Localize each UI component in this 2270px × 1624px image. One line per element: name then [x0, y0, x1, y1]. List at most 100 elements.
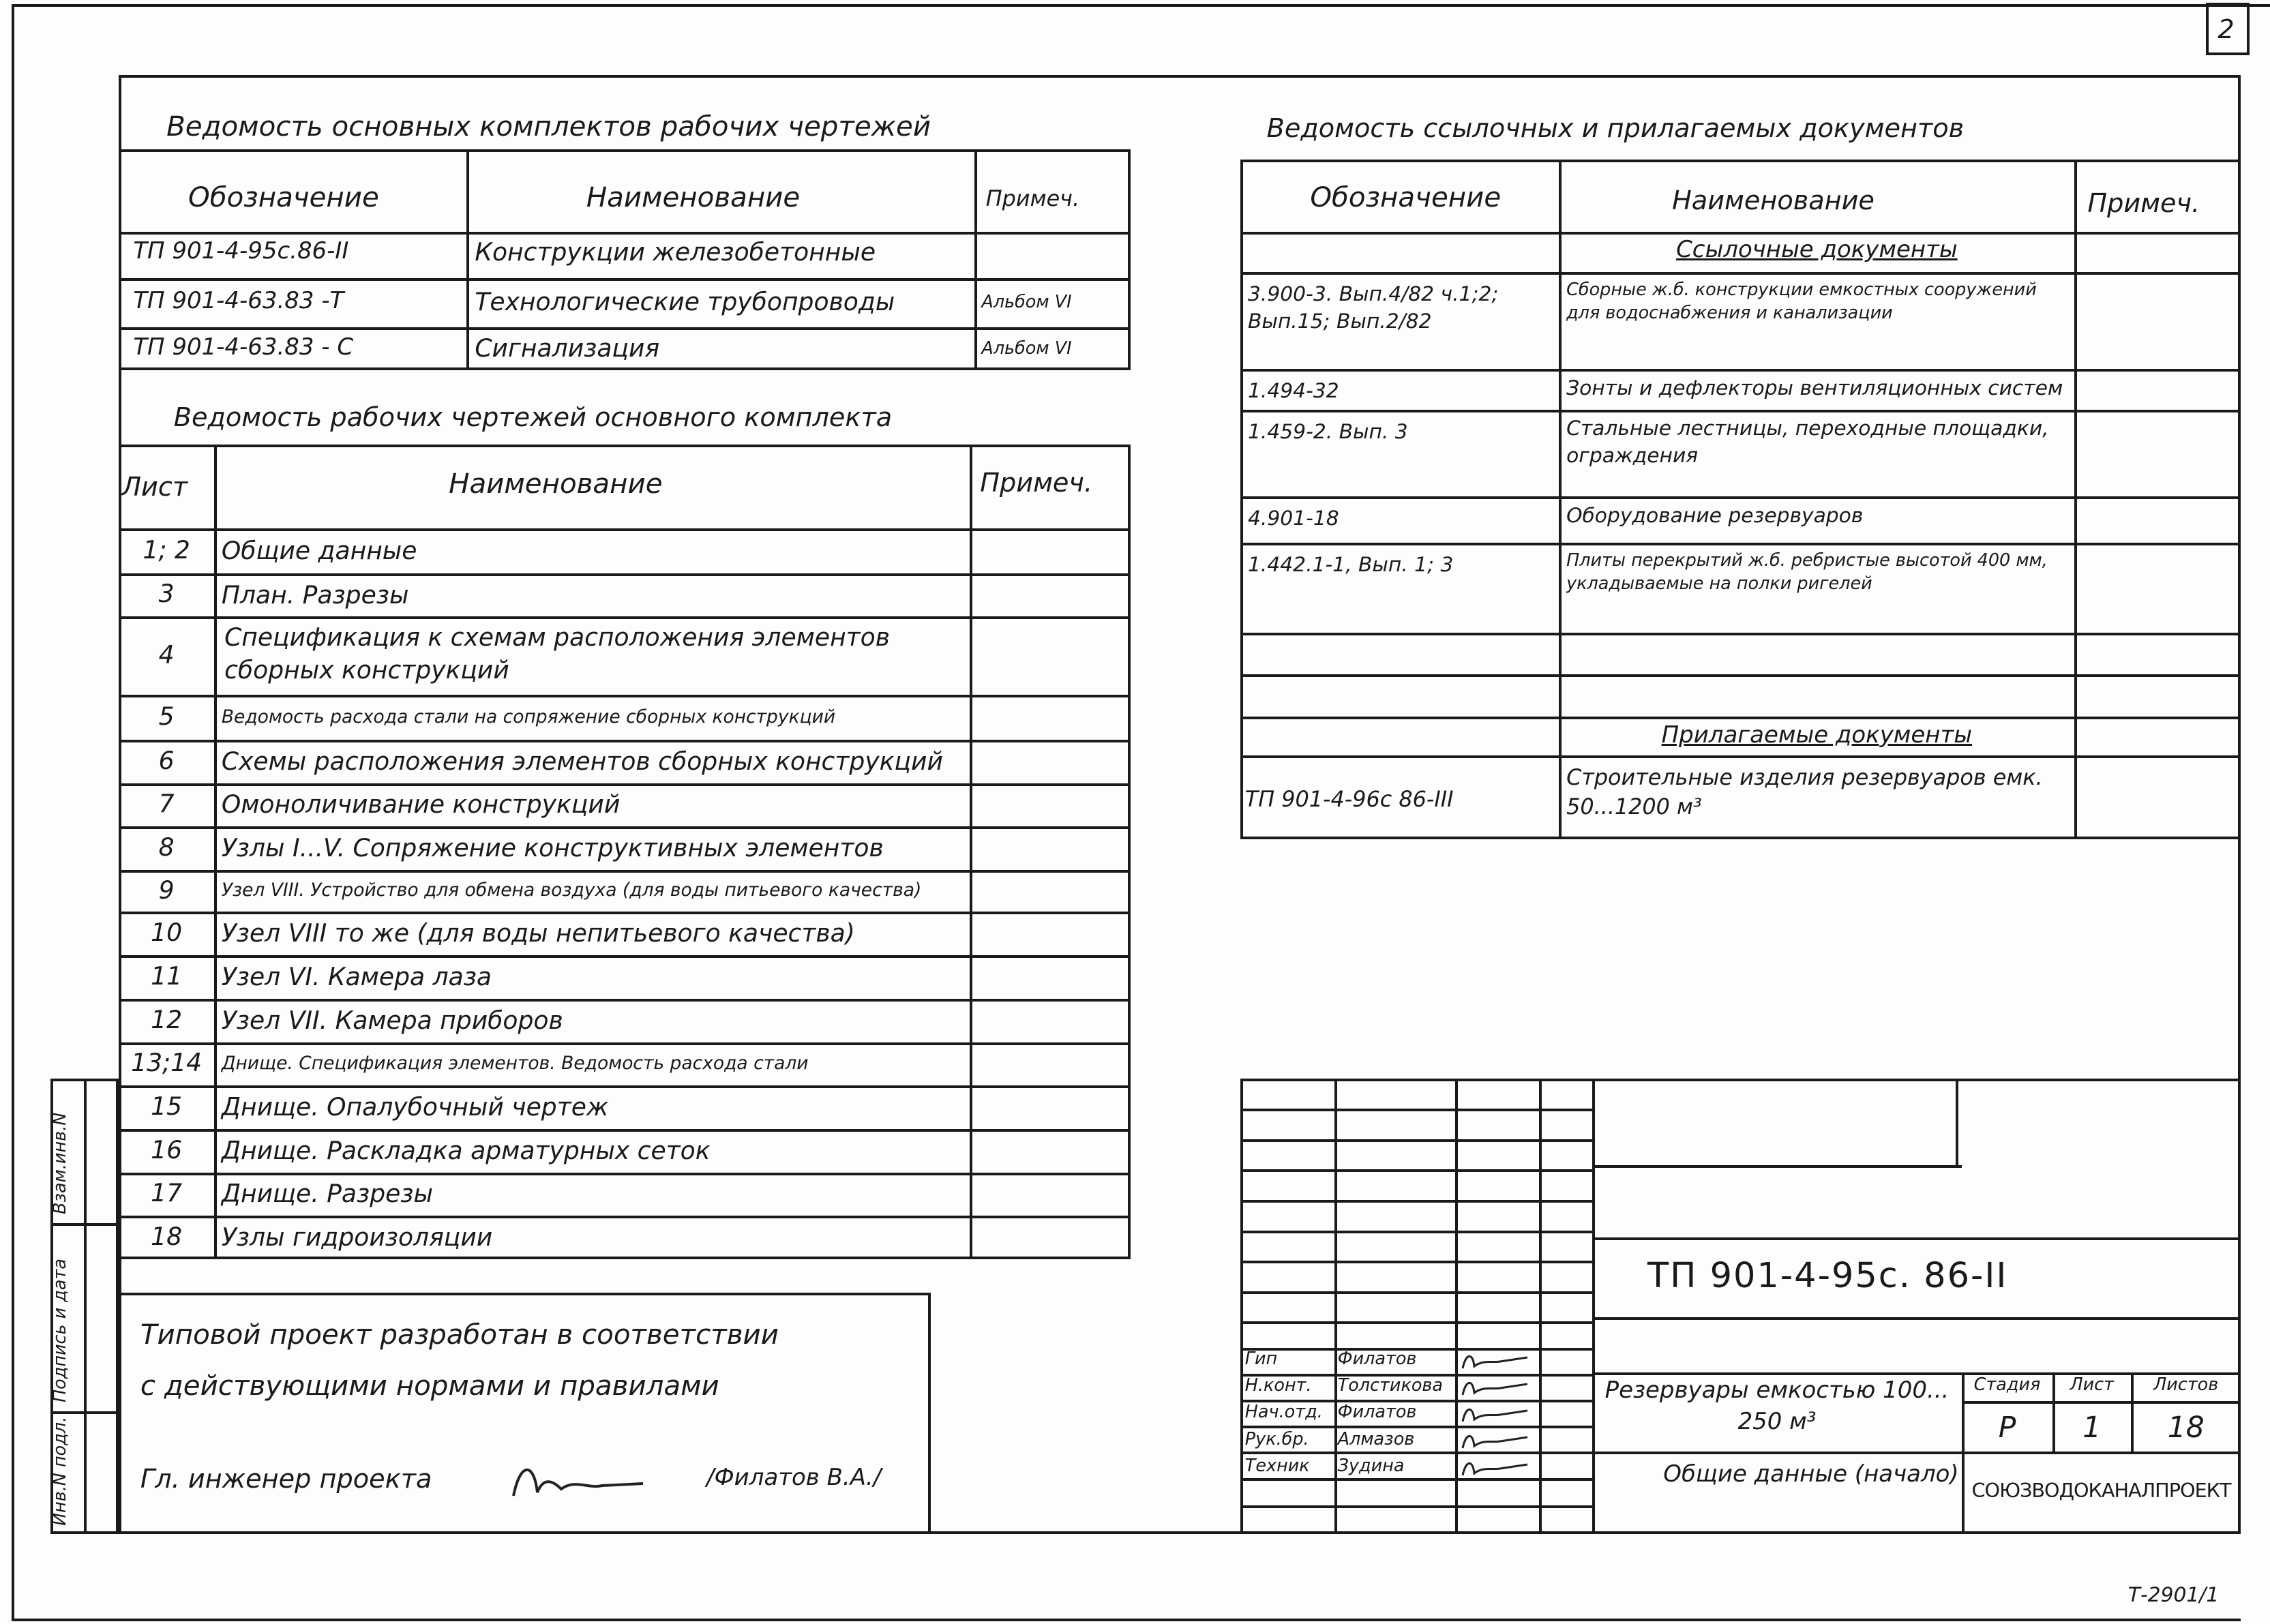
- rule-line: [119, 327, 1131, 330]
- sheet-value: 1: [2082, 1411, 2102, 1445]
- drawing-name: Общие данные: [221, 536, 417, 565]
- drawing-name: Узел VI. Камера лаза: [221, 962, 492, 991]
- rule-line: [970, 444, 973, 1259]
- signer-role: Нач.отд.: [1244, 1402, 1323, 1423]
- drawing-sheet-no: 3: [158, 580, 175, 609]
- rule-line: [1240, 543, 2241, 546]
- rule-line: [119, 998, 1131, 1002]
- section-referenced-docs: Ссылочные документы: [1676, 236, 1958, 264]
- reference-code: 1.442.1-1, Вып. 1; 3: [1248, 552, 1454, 577]
- rule-line: [119, 1216, 1131, 1219]
- rule-line: [1592, 1317, 2241, 1320]
- references-header-name: Наименование: [1672, 185, 1875, 216]
- rule-line: [1961, 1401, 2241, 1404]
- rule-line: [119, 277, 1131, 281]
- rule-line: [1592, 1165, 1962, 1168]
- organization: СОЮЗВОДОКАНАЛПРОЕКТ: [1971, 1478, 2232, 1502]
- drawing-sheet-no: 6: [158, 746, 175, 775]
- rule-line: [1240, 1321, 1593, 1325]
- main-set-code: ТП 901-4-63.83 -Т: [133, 286, 344, 314]
- rule-line: [119, 955, 1131, 959]
- drawing-sheet-no: 10: [151, 918, 183, 948]
- rule-line: [50, 1222, 119, 1226]
- references-title: Ведомость ссылочных и прилагаемых докуме…: [1266, 113, 1965, 144]
- signer-name: Алмазов: [1337, 1428, 1415, 1449]
- document-code: ТП 901-4-95с. 86-II: [1647, 1256, 2008, 1296]
- signer-name: Филатов: [1337, 1348, 1417, 1369]
- title-block: [1240, 1078, 2241, 1535]
- drawing-sheet-no: 15: [151, 1092, 183, 1121]
- rule-line: [1592, 1237, 2241, 1241]
- rule-line: [1592, 1372, 2241, 1375]
- rule-line: [119, 528, 1131, 531]
- signer-name: Филатов: [1337, 1402, 1417, 1423]
- drawing-name: Днище. Опалубочный чертеж: [221, 1093, 609, 1122]
- attached-code: ТП 901-4-96с 86-III: [1244, 786, 1454, 813]
- archive-number: Т-2901/1: [2127, 1582, 2220, 1607]
- rule-line: [1956, 1078, 1959, 1165]
- side-stamp-label: Инв.N подл.: [50, 1416, 71, 1526]
- rule-line: [1240, 716, 2241, 719]
- signature: [1461, 1381, 1528, 1396]
- section-attached-docs: Прилагаемые документы: [1661, 721, 1973, 749]
- rule-line: [1592, 1078, 1596, 1535]
- rule-line: [1240, 1399, 1593, 1402]
- main-sets-header-name: Наименование: [586, 181, 801, 213]
- drawing-name: Днище. Спецификация элементов. Ведомость…: [221, 1053, 809, 1074]
- reference-name: Оборудование резервуаров: [1566, 503, 1864, 528]
- stage-label: Стадия: [1973, 1374, 2041, 1395]
- rule-line: [1240, 1261, 1593, 1264]
- rule-line: [1538, 1078, 1542, 1535]
- main-sets-title: Ведомость основных комплектов рабочих че…: [166, 110, 931, 142]
- reference-name: Стальные лестницы, переходные площадки, …: [1566, 417, 2049, 468]
- rule-line: [1240, 1505, 1593, 1508]
- signer-role: Рук.бр.: [1244, 1428, 1309, 1449]
- drawing-name: Узлы гидроизоляции: [221, 1223, 493, 1252]
- signature: [1461, 1355, 1528, 1368]
- drawing-name: Днище. Разрезы: [221, 1179, 433, 1209]
- rule-line: [11, 1618, 2241, 1621]
- note-line-1: Типовой проект разработан в соответствии: [140, 1319, 779, 1351]
- rule-line: [119, 231, 1131, 235]
- signature: [1461, 1462, 1528, 1476]
- attached-name: Строительные изделия резервуаров емк. 50…: [1566, 764, 2043, 819]
- rule-line: [50, 1411, 119, 1414]
- rule-line: [119, 573, 1131, 576]
- drawings-table: [119, 444, 1131, 1259]
- rule-line: [1240, 369, 2241, 372]
- rule-line: [1240, 272, 2241, 275]
- drawing-name: Узлы I...V. Сопряжение конструктивных эл…: [221, 834, 884, 863]
- rule-line: [119, 912, 1131, 915]
- main-set-code: ТП 901-4-63.83 - С: [133, 333, 354, 361]
- rule-line: [119, 783, 1131, 786]
- drawings-header-name: Наименование: [449, 467, 663, 500]
- sheet-title: Общие данные (начало): [1663, 1460, 1959, 1488]
- rule-line: [1240, 1199, 1593, 1203]
- reference-name: Сборные ж.б. конструкции емкостных соору…: [1566, 279, 2037, 323]
- references-header-code: Обозначение: [1310, 181, 1502, 213]
- rule-line: [466, 149, 469, 371]
- signature: [1461, 1409, 1528, 1422]
- signer-name: Зудина: [1337, 1455, 1405, 1476]
- sheet-number-box: [2206, 3, 2250, 55]
- main-set-name: Технологические трубопроводы: [475, 287, 895, 316]
- drawing-sheet-no: 18: [151, 1222, 183, 1252]
- rule-line: [11, 4, 2270, 7]
- rule-line: [1240, 1477, 1593, 1481]
- main-set-note: Альбом VI: [981, 291, 1072, 312]
- rule-line: [1240, 1109, 1593, 1112]
- sheets-value: 18: [2167, 1411, 2205, 1445]
- rule-line: [119, 869, 1131, 873]
- note-line-2: с действующими нормами и правилами: [140, 1369, 719, 1402]
- sheets-label: Листов: [2153, 1374, 2219, 1395]
- reference-name: Плиты перекрытий ж.б. ребристые высотой …: [1566, 550, 2048, 594]
- object-name: Резервуары емкостью 100... 250 м³: [1604, 1376, 1950, 1435]
- rule-line: [2074, 159, 2078, 840]
- rule-line: [11, 4, 14, 1619]
- rule-line: [214, 444, 218, 1259]
- references-table: [1240, 159, 2241, 840]
- reference-code: 4.901-18: [1248, 506, 1339, 530]
- main-set-name: Сигнализация: [475, 333, 660, 363]
- rule-line: [119, 826, 1131, 830]
